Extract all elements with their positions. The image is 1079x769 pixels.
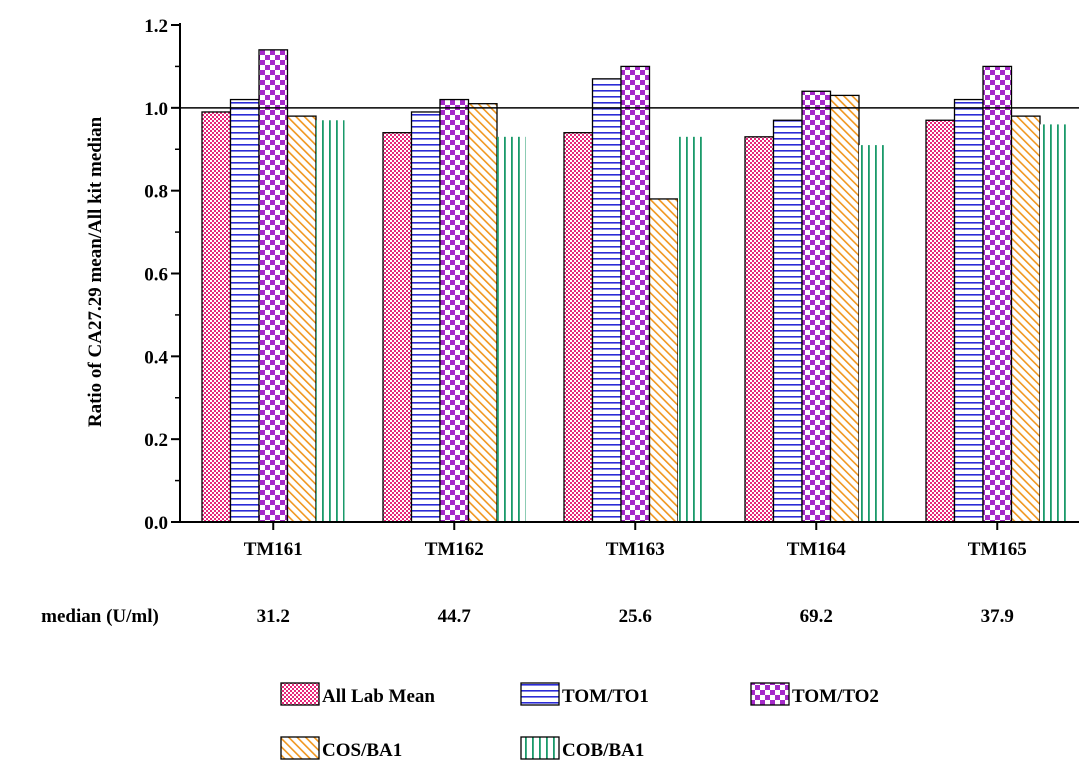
bar-tm162-cob-ba1 (497, 136, 526, 522)
bar-tm162-tom-to2 (439, 98, 470, 523)
bar-tm165-cos-ba1 (1010, 115, 1041, 523)
bar-tm165-tom-to1 (953, 98, 984, 523)
legend-swatch (280, 736, 320, 760)
bar-tm165-all-lab-mean (925, 119, 956, 523)
median-value: 37.9 (981, 606, 1014, 627)
y-tick-label: 0.0 (144, 513, 168, 534)
bar-tm162-cos-ba1 (467, 103, 498, 523)
median-value: 44.7 (438, 606, 472, 627)
x-tick-label: TM165 (968, 539, 1027, 560)
legend-label: TOM/TO2 (792, 686, 879, 707)
median-values: 31.2 44.7 25.6 69.2 37.9 (257, 606, 1014, 627)
bar-tm165-tom-to2 (982, 65, 1013, 523)
bar-tm162-tom-to1 (410, 111, 441, 523)
x-tick-label: TM162 (425, 539, 484, 560)
median-value: 69.2 (800, 606, 833, 627)
bar-tm163-tom-to2 (620, 65, 651, 523)
bar-tm163-cos-ba1 (648, 198, 679, 523)
y-tick-label: 0.8 (144, 182, 168, 203)
y-axis-label: Ratio of CA27.29 mean/All kit median (85, 116, 106, 427)
bar-tm161-tom-to2 (258, 49, 289, 523)
legend-swatch (520, 682, 560, 706)
bar-tm162-all-lab-mean (382, 132, 413, 523)
median-value: 31.2 (257, 606, 290, 627)
legend-label: TOM/TO1 (562, 686, 649, 707)
x-tick-label: TM161 (244, 539, 303, 560)
bar-tm165-cob-ba1 (1040, 124, 1069, 523)
bar-tm163-all-lab-mean (563, 132, 594, 523)
y-tick-label: 1.0 (144, 99, 168, 120)
bar-tm163-cob-ba1 (678, 136, 707, 522)
bar-tm161-tom-to1 (229, 98, 260, 523)
bar-tm164-cos-ba1 (829, 94, 860, 523)
y-tick-label: 0.4 (144, 347, 168, 368)
y-tick-label: 1.2 (144, 16, 168, 37)
legend-label: COS/BA1 (322, 740, 402, 761)
x-tick-label: TM164 (787, 539, 847, 560)
y-tick-label: 0.2 (144, 430, 168, 451)
x-tick-label: TM163 (606, 539, 665, 560)
y-axis: 0.0 0.2 0.4 0.6 0.8 1.0 1.2 (144, 16, 181, 534)
legend-swatch (750, 682, 790, 706)
bar-tm164-tom-to1 (772, 119, 803, 523)
x-axis: TM161 TM162 TM163 TM164 TM165 (180, 521, 1079, 560)
median-row-label: median (U/ml) (41, 606, 159, 627)
bar-tm164-tom-to2 (801, 90, 832, 523)
legend-swatch (520, 736, 560, 760)
y-tick-label: 0.6 (144, 265, 168, 286)
legend: All Lab Mean TOM/TO1 TOM/TO2 COS/BA1 COB/BA1 (280, 682, 879, 761)
bar-tm163-tom-to1 (591, 78, 622, 523)
bar-tm161-cob-ba1 (316, 120, 345, 522)
bar-tm161-cos-ba1 (286, 115, 317, 523)
bar-tm161-all-lab-mean (201, 111, 232, 523)
legend-label: COB/BA1 (562, 740, 644, 761)
median-value: 25.6 (619, 606, 652, 627)
bar-tm164-all-lab-mean (744, 136, 775, 523)
bar-tm164-cob-ba1 (859, 145, 888, 522)
plot-area (180, 49, 1079, 523)
legend-swatch (280, 682, 320, 706)
legend-label: All Lab Mean (322, 686, 435, 707)
